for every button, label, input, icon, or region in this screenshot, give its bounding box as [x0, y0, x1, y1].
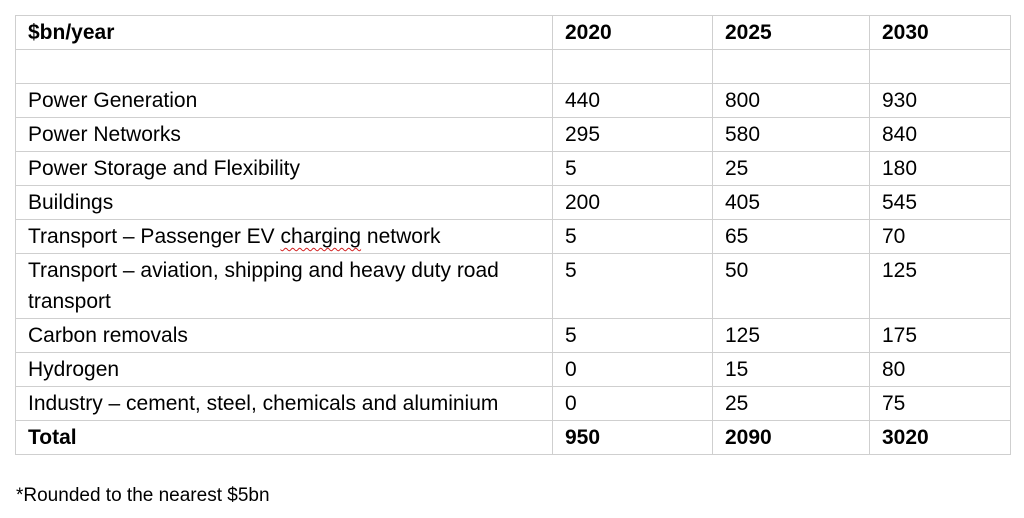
row-label: Power Generation [15, 83, 553, 118]
cell-value: 840 [869, 117, 1011, 152]
row-label-text: network [361, 225, 441, 248]
cell-value: 0 [552, 386, 713, 421]
row-label-text: Transport – Passenger EV [28, 225, 281, 248]
row-label: Buildings [15, 185, 553, 220]
cell-value: 295 [552, 117, 713, 152]
empty-cell [712, 49, 870, 84]
row-label: Carbon removals [15, 318, 553, 353]
table-row: Power Generation 440 800 930 [15, 83, 1011, 118]
cell-value: 200 [552, 185, 713, 220]
cell-value: 5 [552, 151, 713, 186]
cell-value: 50 [712, 253, 870, 319]
row-label: Power Networks [15, 117, 553, 152]
cell-value: 440 [552, 83, 713, 118]
cell-value: 5 [552, 253, 713, 319]
header-label: $bn/year [15, 15, 553, 50]
investment-table: $bn/year 2020 2025 2030 Power Generation… [15, 15, 1011, 455]
header-year: 2030 [869, 15, 1011, 50]
spellcheck-flagged-word[interactable]: charging [280, 225, 362, 248]
row-label: Transport – Passenger EV charging networ… [15, 219, 553, 254]
cell-value: 65 [712, 219, 870, 254]
cell-value: 25 [712, 151, 870, 186]
total-value: 950 [552, 420, 713, 455]
cell-value: 80 [869, 352, 1011, 387]
table-row: Transport – Passenger EV charging networ… [15, 219, 1011, 254]
header-year: 2025 [712, 15, 870, 50]
table-row: Carbon removals 5 125 175 [15, 318, 1011, 353]
blank-row [15, 49, 1011, 84]
row-label: Transport – aviation, shipping and heavy… [15, 253, 553, 319]
header-row: $bn/year 2020 2025 2030 [15, 15, 1011, 50]
cell-value: 25 [712, 386, 870, 421]
table-row: Buildings 200 405 545 [15, 185, 1011, 220]
cell-value: 0 [552, 352, 713, 387]
cell-value: 175 [869, 318, 1011, 353]
table-row: Transport – aviation, shipping and heavy… [15, 253, 1011, 319]
row-label: Industry – cement, steel, chemicals and … [15, 386, 553, 421]
total-value: 2090 [712, 420, 870, 455]
total-label: Total [15, 420, 553, 455]
table-row: Power Storage and Flexibility 5 25 180 [15, 151, 1011, 186]
total-value: 3020 [869, 420, 1011, 455]
cell-value: 5 [552, 318, 713, 353]
cell-value: 800 [712, 83, 870, 118]
cell-value: 5 [552, 219, 713, 254]
table-row: Industry – cement, steel, chemicals and … [15, 386, 1011, 421]
cell-value: 125 [869, 253, 1011, 319]
cell-value: 580 [712, 117, 870, 152]
cell-value: 125 [712, 318, 870, 353]
cell-value: 930 [869, 83, 1011, 118]
table-row: Power Networks 295 580 840 [15, 117, 1011, 152]
total-row: Total 950 2090 3020 [15, 420, 1011, 455]
cell-value: 15 [712, 352, 870, 387]
cell-value: 405 [712, 185, 870, 220]
cell-value: 545 [869, 185, 1011, 220]
row-label: Hydrogen [15, 352, 553, 387]
empty-cell [869, 49, 1011, 84]
empty-cell [15, 49, 553, 84]
cell-value: 180 [869, 151, 1011, 186]
table-row: Hydrogen 0 15 80 [15, 352, 1011, 387]
row-label: Power Storage and Flexibility [15, 151, 553, 186]
empty-cell [552, 49, 713, 84]
header-year: 2020 [552, 15, 713, 50]
cell-value: 75 [869, 386, 1011, 421]
footnote: *Rounded to the nearest $5bn [16, 485, 270, 506]
cell-value: 70 [869, 219, 1011, 254]
